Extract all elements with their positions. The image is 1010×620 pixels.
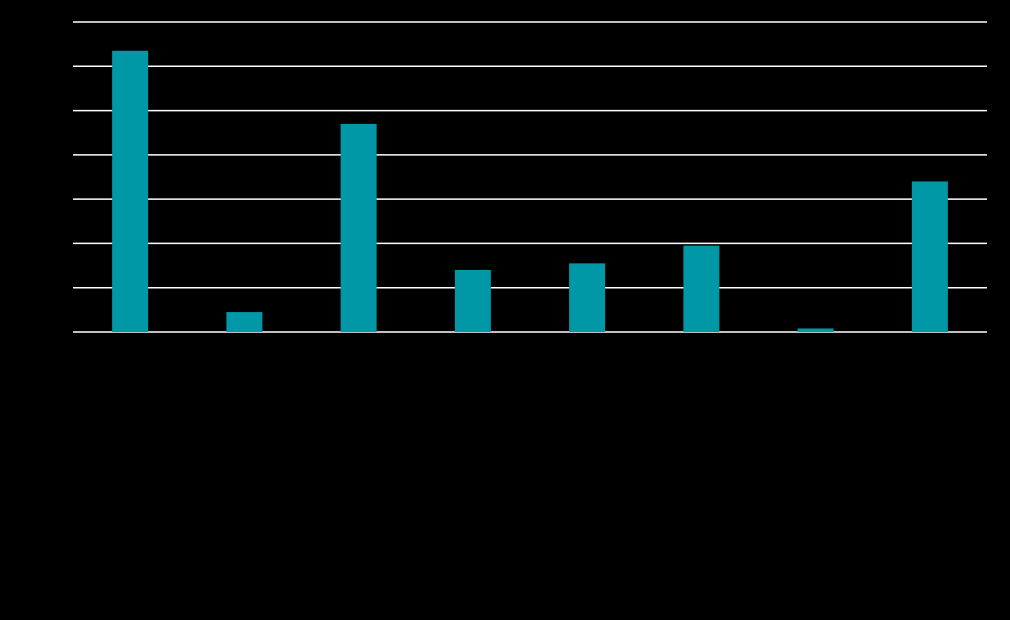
bar-8 <box>911 181 948 332</box>
bar-4 <box>454 270 491 332</box>
gridlines <box>73 21 987 333</box>
bar-5 <box>569 263 606 332</box>
bar-1 <box>112 50 149 333</box>
bar-6 <box>683 245 720 332</box>
bar-2 <box>226 312 263 332</box>
bars <box>112 50 948 333</box>
bar-3 <box>340 123 377 332</box>
bar-7 <box>797 328 834 332</box>
